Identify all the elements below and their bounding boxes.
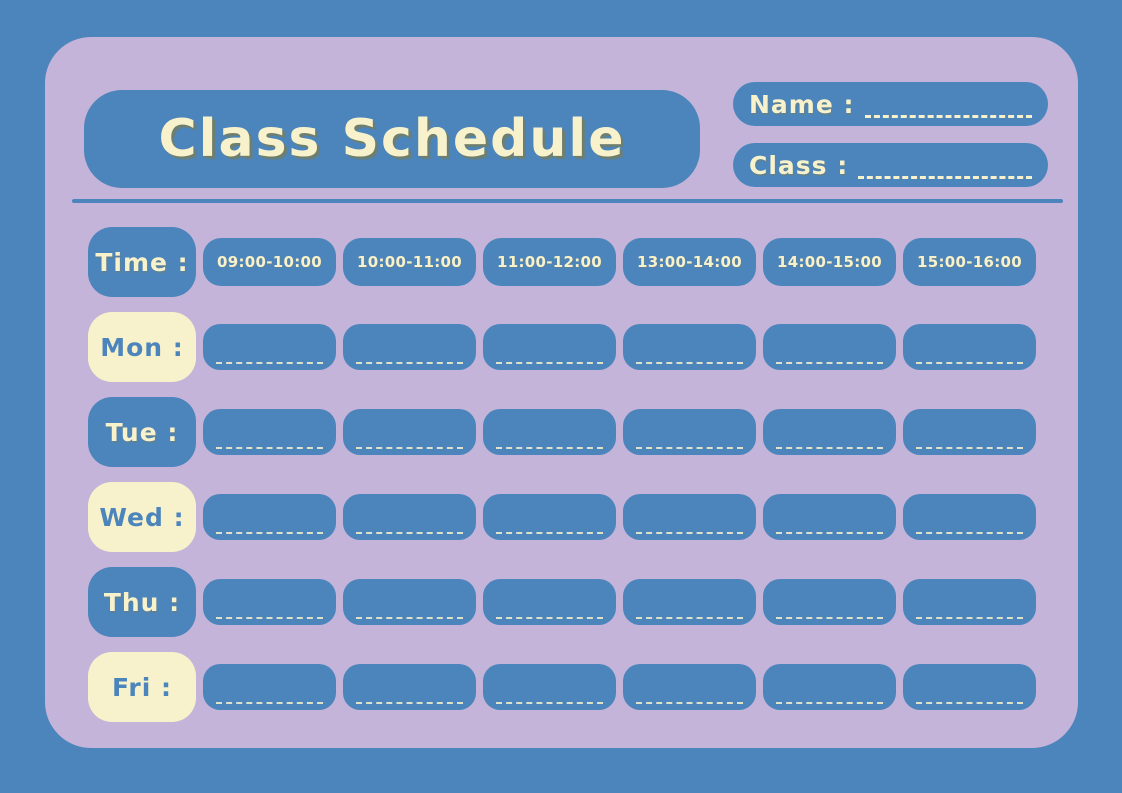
cell-blank-line: [636, 362, 743, 364]
cell-blank-line: [356, 702, 463, 704]
cell-thu-3[interactable]: [483, 579, 616, 625]
cell-blank-line: [216, 702, 323, 704]
cell-blank-line: [916, 702, 1023, 704]
day-label-fri: Fri :: [88, 652, 196, 722]
cell-blank-line: [496, 617, 603, 619]
cell-blank-line: [636, 617, 743, 619]
cell-blank-line: [916, 447, 1023, 449]
time-slot-4: 13:00-14:00: [623, 238, 756, 286]
cell-blank-line: [636, 532, 743, 534]
cell-fri-3[interactable]: [483, 664, 616, 710]
day-label-tue: Tue :: [88, 397, 196, 467]
name-label: Name :: [749, 89, 855, 119]
cell-wed-4[interactable]: [623, 494, 756, 540]
header-divider: [72, 199, 1063, 203]
day-label-wed-text: Wed :: [99, 502, 185, 532]
cell-thu-4[interactable]: [623, 579, 756, 625]
cell-blank-line: [776, 362, 883, 364]
cell-tue-1[interactable]: [203, 409, 336, 455]
cell-blank-line: [216, 532, 323, 534]
time-slot-6-label: 15:00-16:00: [916, 253, 1023, 271]
cell-mon-5[interactable]: [763, 324, 896, 370]
cell-fri-6[interactable]: [903, 664, 1036, 710]
cell-blank-line: [356, 617, 463, 619]
time-slot-2-label: 10:00-11:00: [356, 253, 463, 271]
cell-blank-line: [496, 362, 603, 364]
cell-tue-6[interactable]: [903, 409, 1036, 455]
cell-blank-line: [356, 532, 463, 534]
schedule-card: Class Schedule Name : Class : Time : 09:…: [45, 37, 1078, 748]
cell-tue-4[interactable]: [623, 409, 756, 455]
day-label-mon-text: Mon :: [100, 332, 184, 362]
day-label-tue-text: Tue :: [105, 417, 179, 447]
cell-blank-line: [776, 447, 883, 449]
cell-blank-line: [216, 447, 323, 449]
time-slot-4-label: 13:00-14:00: [636, 253, 743, 271]
day-label-thu: Thu :: [88, 567, 196, 637]
cell-mon-6[interactable]: [903, 324, 1036, 370]
day-label-mon: Mon :: [88, 312, 196, 382]
cell-thu-6[interactable]: [903, 579, 1036, 625]
time-slot-1: 09:00-10:00: [203, 238, 336, 286]
time-slot-6: 15:00-16:00: [903, 238, 1036, 286]
cell-blank-line: [916, 362, 1023, 364]
time-slot-1-label: 09:00-10:00: [216, 253, 323, 271]
class-field[interactable]: Class :: [733, 143, 1048, 187]
cell-blank-line: [216, 617, 323, 619]
page-title: Class Schedule: [158, 109, 626, 169]
time-header: Time :: [88, 227, 196, 297]
cell-wed-2[interactable]: [343, 494, 476, 540]
cell-blank-line: [216, 362, 323, 364]
cell-wed-5[interactable]: [763, 494, 896, 540]
cell-blank-line: [356, 447, 463, 449]
class-blank-line[interactable]: [858, 176, 1032, 179]
cell-wed-1[interactable]: [203, 494, 336, 540]
cell-mon-2[interactable]: [343, 324, 476, 370]
title-banner: Class Schedule: [84, 90, 700, 188]
cell-blank-line: [636, 702, 743, 704]
name-field[interactable]: Name :: [733, 82, 1048, 126]
day-label-thu-text: Thu :: [103, 587, 181, 617]
time-slot-5: 14:00-15:00: [763, 238, 896, 286]
cell-blank-line: [496, 447, 603, 449]
cell-tue-3[interactable]: [483, 409, 616, 455]
name-blank-line[interactable]: [864, 115, 1032, 118]
cell-fri-5[interactable]: [763, 664, 896, 710]
time-slot-3-label: 11:00-12:00: [496, 253, 603, 271]
cell-mon-3[interactable]: [483, 324, 616, 370]
cell-tue-2[interactable]: [343, 409, 476, 455]
cell-blank-line: [496, 702, 603, 704]
cell-fri-2[interactable]: [343, 664, 476, 710]
cell-thu-1[interactable]: [203, 579, 336, 625]
cell-blank-line: [776, 617, 883, 619]
cell-blank-line: [776, 532, 883, 534]
cell-blank-line: [356, 362, 463, 364]
time-slot-2: 10:00-11:00: [343, 238, 476, 286]
cell-blank-line: [636, 447, 743, 449]
cell-thu-2[interactable]: [343, 579, 476, 625]
cell-blank-line: [776, 702, 883, 704]
day-label-fri-text: Fri :: [111, 672, 173, 702]
cell-fri-4[interactable]: [623, 664, 756, 710]
cell-mon-4[interactable]: [623, 324, 756, 370]
class-label: Class :: [749, 150, 849, 180]
schedule-grid: Time : 09:00-10:00 10:00-11:00 11:00-12:…: [88, 227, 1036, 722]
cell-fri-1[interactable]: [203, 664, 336, 710]
cell-thu-5[interactable]: [763, 579, 896, 625]
cell-wed-6[interactable]: [903, 494, 1036, 540]
cell-mon-1[interactable]: [203, 324, 336, 370]
time-slot-3: 11:00-12:00: [483, 238, 616, 286]
day-label-wed: Wed :: [88, 482, 196, 552]
cell-wed-3[interactable]: [483, 494, 616, 540]
cell-tue-5[interactable]: [763, 409, 896, 455]
cell-blank-line: [916, 532, 1023, 534]
time-slot-5-label: 14:00-15:00: [776, 253, 883, 271]
cell-blank-line: [496, 532, 603, 534]
time-header-label: Time :: [95, 247, 189, 277]
cell-blank-line: [916, 617, 1023, 619]
